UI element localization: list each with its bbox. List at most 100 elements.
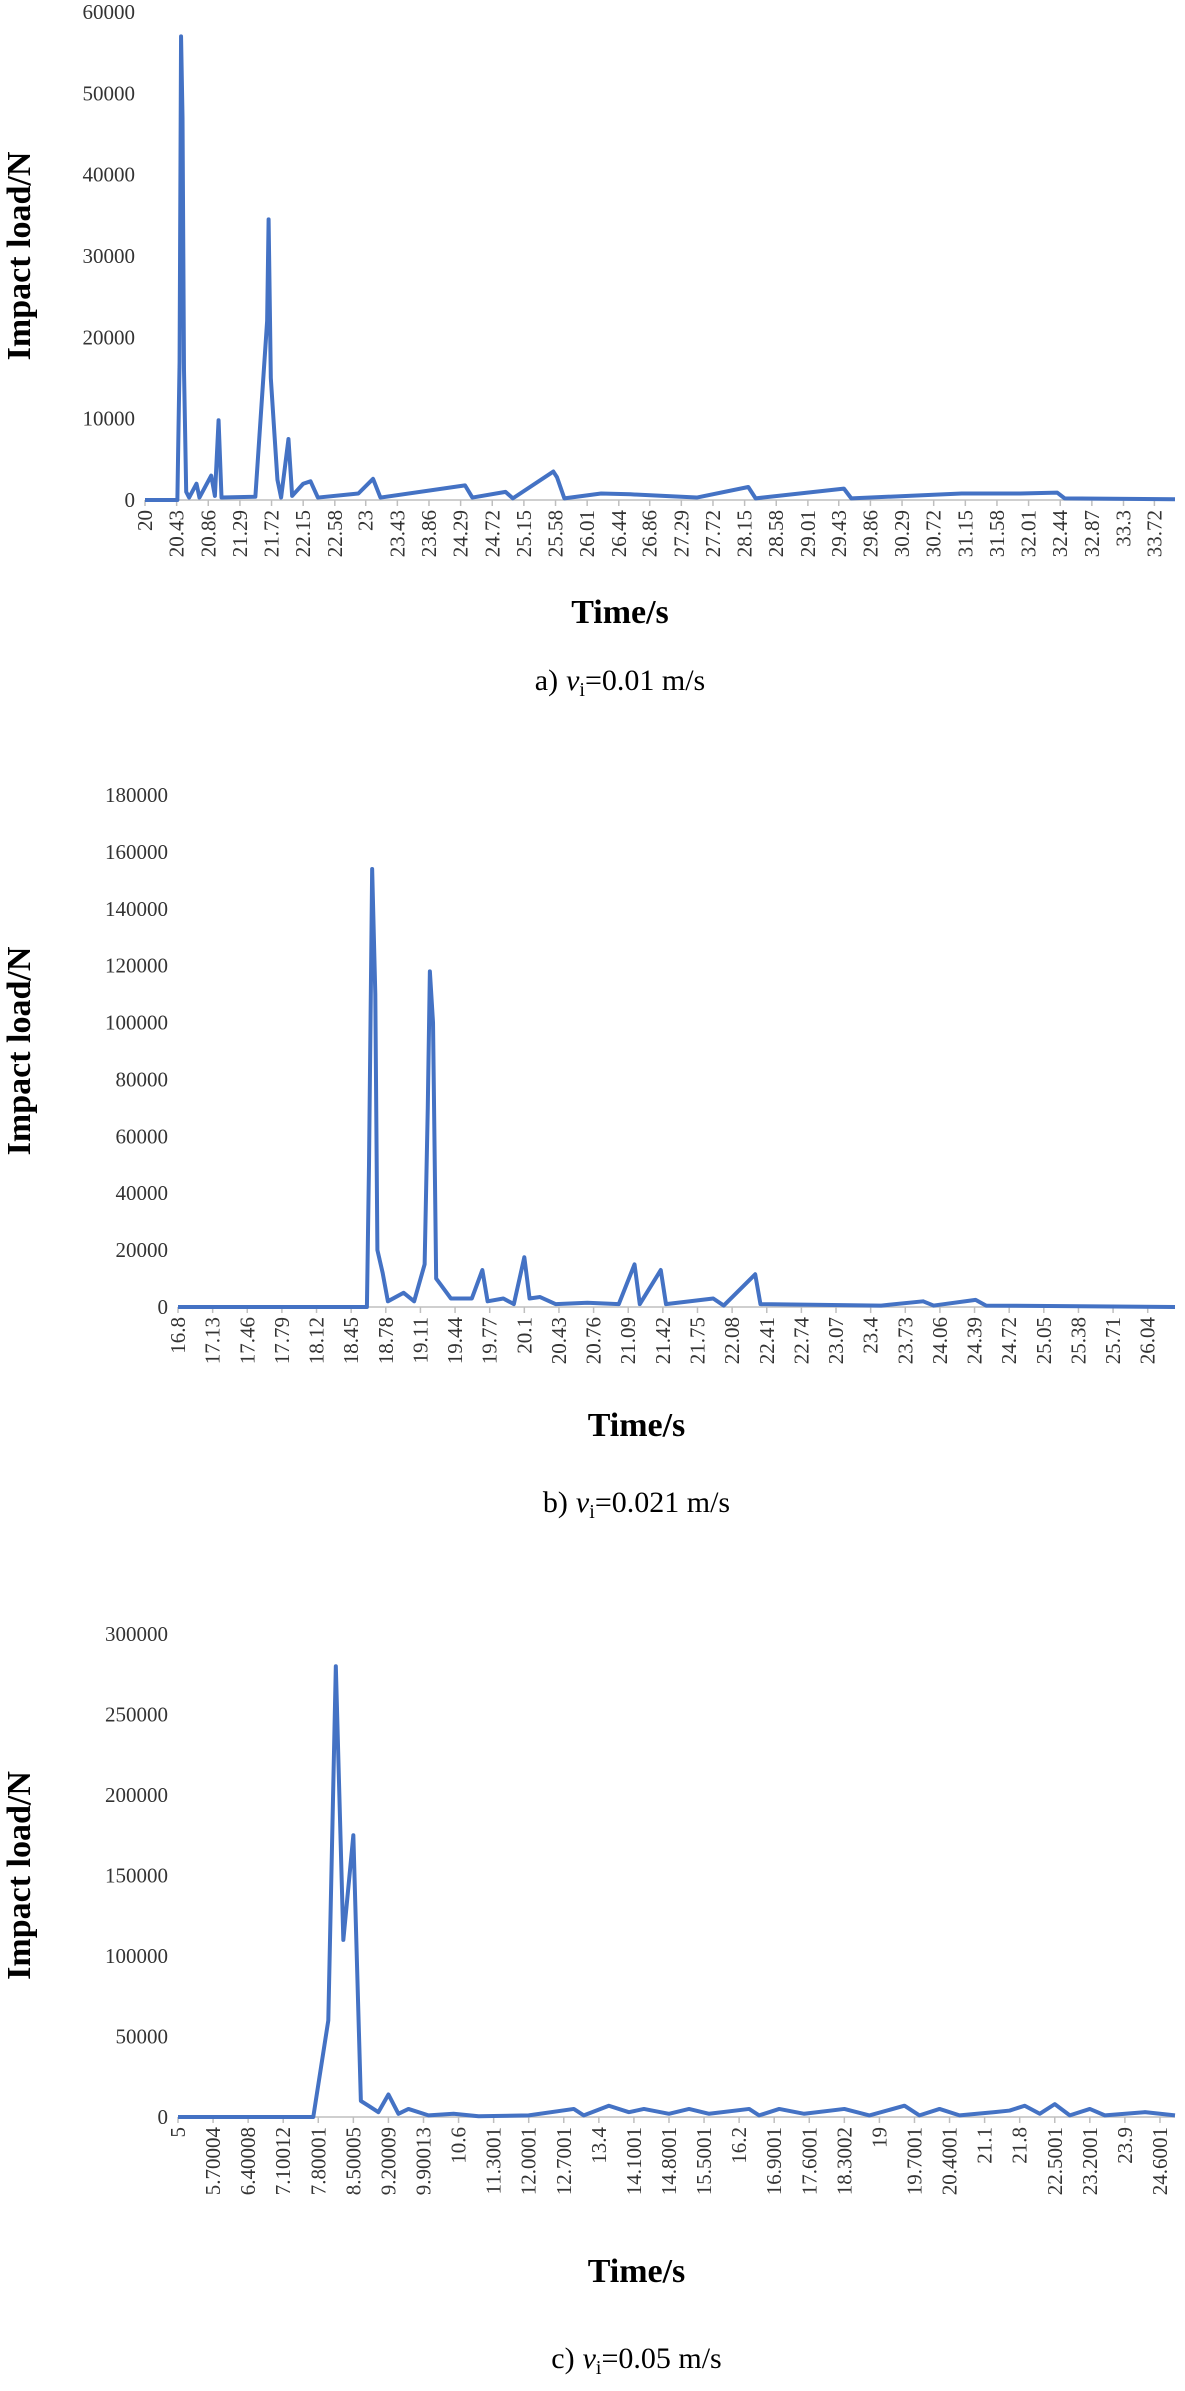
x-tick-label: 25.15 (512, 510, 536, 557)
x-tick-label: 26.86 (638, 510, 662, 557)
y-tick-label: 120000 (105, 954, 168, 978)
x-tick-label: 24.72 (480, 510, 504, 557)
x-tick-label: 20.1 (512, 1317, 536, 1354)
x-tick-label: 18.12 (305, 1317, 329, 1364)
x-tick-label: 18.78 (374, 1317, 398, 1364)
caption-symbol: v (566, 664, 580, 697)
x-tick-label: 24.06 (928, 1317, 952, 1364)
x-tick-label: 25.38 (1066, 1317, 1090, 1364)
y-tick-label: 300000 (105, 1622, 168, 1646)
x-tick-label: 19.77 (478, 1317, 502, 1364)
x-tick-label: 16.8 (166, 1317, 190, 1354)
x-tick-label: 20.43 (547, 1317, 571, 1364)
x-tick-label: 18.45 (339, 1317, 363, 1364)
x-tick-label: 29.43 (827, 510, 851, 557)
x-tick-label: 12.7001 (552, 2127, 576, 2195)
y-tick-label: 20000 (116, 1238, 169, 1262)
x-tick-label: 25.58 (544, 510, 568, 557)
y-tick-label: 40000 (83, 163, 136, 187)
x-tick-label: 33.3 (1112, 510, 1136, 547)
y-tick-label: 0 (158, 1295, 169, 1319)
caption-text: =0.021 m/s (595, 1486, 730, 1519)
x-tick-label: 30.29 (890, 510, 914, 557)
y-axis-title: Impact load/N (1, 946, 38, 1155)
x-tick-label: 22.74 (789, 1317, 813, 1365)
x-tick-label: 17.6001 (797, 2127, 821, 2195)
x-tick-label: 22.08 (720, 1317, 744, 1364)
x-tick-label: 26.04 (1136, 1317, 1160, 1365)
x-tick-label: 23.43 (385, 510, 409, 557)
y-tick-label: 30000 (83, 244, 136, 268)
y-tick-label: 50000 (83, 81, 136, 105)
y-tick-label: 150000 (105, 1864, 168, 1888)
x-tick-label: 22.41 (755, 1317, 779, 1364)
y-tick-label: 40000 (116, 1181, 169, 1205)
x-axis-title: Time/s (588, 2253, 686, 2290)
caption-prefix: b) (543, 1486, 568, 1519)
x-tick-label: 11.3001 (482, 2127, 506, 2194)
x-tick-label: 23 (354, 510, 378, 531)
x-tick-label: 26.01 (575, 510, 599, 557)
x-tick-label: 23.9 (1113, 2127, 1137, 2164)
x-tick-label: 6.40008 (236, 2127, 260, 2195)
caption-symbol: v (576, 1486, 590, 1519)
x-tick-label: 20 (133, 510, 157, 531)
x-tick-label: 23.73 (893, 1317, 917, 1364)
x-tick-label: 21.72 (260, 510, 284, 557)
caption: b) vi=0.021 m/s (543, 1486, 730, 1523)
x-tick-label: 12.0001 (517, 2127, 541, 2195)
y-tick-label: 160000 (105, 840, 168, 864)
caption: c) vi=0.05 m/s (551, 2342, 721, 2379)
y-tick-label: 250000 (105, 1703, 168, 1727)
x-tick-label: 28.15 (733, 510, 757, 557)
x-tick-label: 32.44 (1048, 510, 1072, 558)
x-tick-label: 22.5001 (1043, 2127, 1067, 2195)
x-tick-label: 13.4 (587, 2127, 611, 2164)
x-tick-label: 23.2001 (1078, 2127, 1102, 2195)
x-tick-label: 5 (166, 2127, 190, 2138)
x-axis-title: Time/s (588, 1407, 686, 1444)
x-tick-label: 21.1 (973, 2127, 997, 2164)
x-tick-label: 23.4 (859, 1317, 883, 1354)
x-tick-label: 20.43 (165, 510, 189, 557)
caption-subscript: i (589, 1501, 595, 1523)
x-tick-label: 10.6 (447, 2127, 471, 2164)
x-tick-label: 32.87 (1080, 510, 1104, 557)
x-tick-label: 20.86 (196, 510, 220, 557)
y-tick-label: 200000 (105, 1783, 168, 1807)
x-tick-label: 9.90013 (411, 2127, 435, 2195)
x-tick-label: 31.58 (985, 510, 1009, 557)
data-line (178, 1664, 1176, 2119)
x-tick-label: 25.71 (1101, 1317, 1125, 1364)
x-tick-label: 19 (867, 2127, 891, 2148)
x-tick-label: 14.1001 (622, 2127, 646, 2195)
x-tick-label: 24.72 (997, 1317, 1021, 1364)
y-axis-title: Impact load/N (1, 151, 38, 360)
caption-prefix: c) (551, 2342, 574, 2375)
y-tick-label: 50000 (116, 2025, 169, 2049)
x-tick-label: 9.20009 (376, 2127, 400, 2195)
x-tick-label: 27.29 (669, 510, 693, 557)
x-tick-label: 16.9001 (762, 2127, 786, 2195)
y-tick-label: 20000 (83, 325, 136, 349)
caption-subscript: i (579, 679, 585, 701)
y-tick-label: 180000 (105, 783, 168, 807)
x-tick-label: 25.05 (1032, 1317, 1056, 1364)
x-tick-label: 21.29 (228, 510, 252, 557)
x-tick-label: 18.3002 (832, 2127, 856, 2195)
x-tick-label: 19.7001 (902, 2127, 926, 2195)
x-tick-label: 23.07 (824, 1317, 848, 1364)
x-tick-label: 8.50005 (341, 2127, 365, 2195)
x-tick-label: 27.72 (701, 510, 725, 557)
x-tick-label: 17.13 (201, 1317, 225, 1364)
x-axis-title: Time/s (571, 594, 669, 631)
x-tick-label: 21.42 (651, 1317, 675, 1364)
x-tick-label: 31.15 (953, 510, 977, 557)
y-tick-label: 60000 (116, 1124, 169, 1148)
x-tick-label: 15.5001 (692, 2127, 716, 2195)
x-tick-label: 22.15 (291, 510, 315, 557)
x-tick-label: 19.44 (443, 1317, 467, 1365)
y-tick-label: 140000 (105, 897, 168, 921)
y-tick-label: 80000 (116, 1067, 169, 1091)
x-tick-label: 29.01 (796, 510, 820, 557)
